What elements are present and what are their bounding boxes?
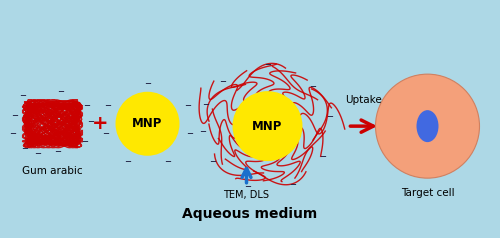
Text: −: − bbox=[124, 157, 131, 166]
Text: −: − bbox=[186, 129, 193, 138]
Text: −: − bbox=[83, 101, 90, 110]
Text: −: − bbox=[199, 127, 206, 136]
Text: −: − bbox=[164, 157, 171, 166]
Text: −: − bbox=[184, 101, 191, 110]
Text: −: − bbox=[309, 82, 316, 91]
Text: −: − bbox=[34, 149, 41, 158]
Text: −: − bbox=[54, 147, 61, 156]
Text: −: − bbox=[219, 77, 226, 86]
Circle shape bbox=[376, 74, 480, 178]
Text: −: − bbox=[104, 101, 111, 110]
Text: −: − bbox=[326, 112, 333, 121]
Text: Target cell: Target cell bbox=[400, 188, 454, 198]
Text: −: − bbox=[202, 100, 209, 109]
Text: −: − bbox=[102, 129, 109, 138]
Text: −: − bbox=[209, 157, 216, 166]
Text: Gum arabic: Gum arabic bbox=[22, 166, 83, 176]
Text: Aqueous medium: Aqueous medium bbox=[182, 207, 318, 221]
Text: −: − bbox=[19, 91, 26, 100]
Ellipse shape bbox=[416, 110, 438, 142]
Text: −: − bbox=[264, 60, 271, 69]
Text: −: − bbox=[9, 129, 16, 138]
Text: −: − bbox=[144, 79, 151, 88]
Text: −: − bbox=[244, 182, 251, 191]
Text: TEM, DLS: TEM, DLS bbox=[224, 190, 270, 200]
Text: MNP: MNP bbox=[132, 117, 162, 130]
Text: −: − bbox=[81, 137, 88, 146]
Text: −: − bbox=[57, 87, 64, 96]
Circle shape bbox=[116, 92, 180, 156]
Text: +: + bbox=[92, 114, 108, 133]
Text: −: − bbox=[87, 117, 94, 126]
Text: −: − bbox=[289, 180, 296, 189]
Text: MNP: MNP bbox=[252, 120, 282, 133]
Text: Uptake: Uptake bbox=[345, 95, 382, 105]
Text: −: − bbox=[319, 152, 326, 161]
Circle shape bbox=[232, 91, 302, 161]
Text: −: − bbox=[11, 111, 18, 120]
Text: −: − bbox=[21, 144, 28, 153]
